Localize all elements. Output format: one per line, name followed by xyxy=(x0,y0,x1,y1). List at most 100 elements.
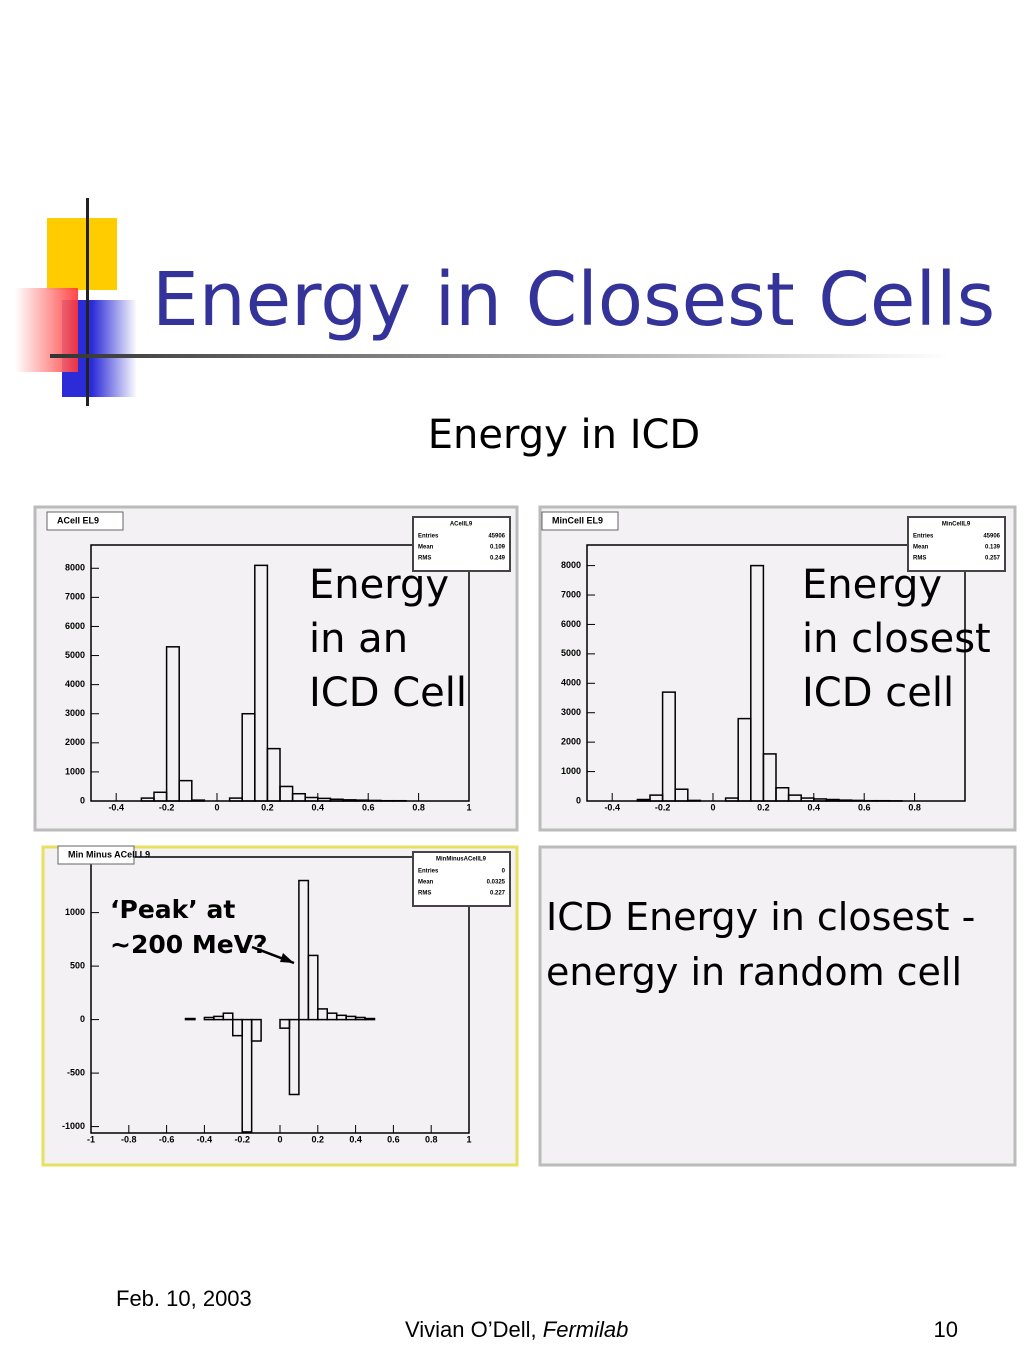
y-tick-label: 0 xyxy=(80,795,85,805)
annotation: ICD cell xyxy=(802,670,954,716)
x-tick-label: 0 xyxy=(214,802,219,812)
bar xyxy=(750,564,765,802)
x-tick-label: -0.6 xyxy=(159,1134,175,1144)
x-tick-label: 0.8 xyxy=(908,802,921,812)
bar xyxy=(307,954,319,1021)
title-rule xyxy=(50,354,950,358)
x-tick-label: -0.8 xyxy=(121,1134,137,1144)
bar xyxy=(191,799,206,802)
stats-name: MinCellL9 xyxy=(942,522,971,528)
annotation: ICD Cell xyxy=(309,670,467,716)
stats-label: Entries xyxy=(418,869,439,875)
x-tick-label: 0.8 xyxy=(412,802,425,812)
x-tick-label: 0.6 xyxy=(387,1134,400,1144)
x-tick-label: 0.4 xyxy=(808,802,821,812)
y-tick-label: -500 xyxy=(67,1067,85,1077)
y-tick-label: -1000 xyxy=(62,1121,85,1131)
x-tick-label: 0 xyxy=(277,1134,282,1144)
stats-value: 0.257 xyxy=(985,556,1001,562)
y-tick-label: 7000 xyxy=(65,592,85,602)
stats-value: 0.139 xyxy=(985,545,1001,551)
bar xyxy=(354,799,369,802)
title-box xyxy=(57,845,135,865)
slide-title: Energy in Closest Cells xyxy=(152,257,995,343)
bar xyxy=(222,1012,234,1021)
y-tick-label: 0 xyxy=(576,795,581,805)
bar xyxy=(250,1018,262,1042)
stats-label: RMS xyxy=(418,556,431,562)
y-tick-label: 0 xyxy=(80,1014,85,1024)
stats-box xyxy=(412,516,511,572)
bar xyxy=(367,799,382,802)
y-tick-label: 2000 xyxy=(65,737,85,747)
stats-label: Entries xyxy=(913,534,934,540)
y-tick-label: 8000 xyxy=(65,563,85,573)
bar xyxy=(342,799,357,802)
y-tick-label: 2000 xyxy=(561,737,581,747)
x-tick-label: 0.2 xyxy=(261,802,274,812)
bar xyxy=(838,799,853,802)
annotation: in closest xyxy=(802,616,991,662)
x-tick-label: 0.4 xyxy=(349,1134,362,1144)
stats-value: 0.109 xyxy=(490,545,506,551)
stats-label: Mean xyxy=(418,880,434,886)
organization: Fermilab xyxy=(543,1317,629,1342)
x-tick-label: 0.2 xyxy=(757,802,770,812)
logo-square xyxy=(15,288,78,372)
bar xyxy=(364,1017,376,1021)
x-tick-label: -0.4 xyxy=(604,802,620,812)
x-tick-label: 0.6 xyxy=(858,802,871,812)
panel-text: energy in random cell xyxy=(546,950,962,994)
y-tick-label: 8000 xyxy=(561,560,581,570)
bar xyxy=(266,747,281,802)
bar xyxy=(241,1018,253,1133)
bar xyxy=(298,879,310,1021)
page-number: 10 xyxy=(934,1317,958,1342)
y-tick-label: 6000 xyxy=(561,619,581,629)
stats-label: RMS xyxy=(913,556,926,562)
x-tick-label: -0.4 xyxy=(197,1134,213,1144)
bar xyxy=(687,799,702,802)
chart-title: MinCell EL9 xyxy=(552,515,603,525)
x-tick-label: -0.2 xyxy=(159,802,175,812)
stats-label: Mean xyxy=(913,545,929,551)
subtitle: Energy in ICD xyxy=(428,412,700,458)
annotation: Energy xyxy=(309,562,449,608)
stats-value: 45906 xyxy=(983,534,1000,540)
arrow-head xyxy=(280,953,294,963)
x-tick-label: 1 xyxy=(466,1134,471,1144)
y-tick-label: 1000 xyxy=(65,907,85,917)
bar xyxy=(636,798,651,802)
footer-author: Vivian O’Dell, Fermilab xyxy=(405,1317,628,1342)
stats-label: Entries xyxy=(418,534,439,540)
panel-text: ICD Energy in closest - xyxy=(546,895,975,939)
bar xyxy=(254,564,269,802)
x-tick-label: 0.2 xyxy=(312,1134,325,1144)
bar xyxy=(850,799,865,802)
logo-square xyxy=(47,218,117,290)
stats-value: 0.0325 xyxy=(487,880,506,886)
annotation: Energy xyxy=(802,562,942,608)
y-tick-label: 1000 xyxy=(561,766,581,776)
stats-value: 0 xyxy=(502,869,506,875)
x-tick-label: 0.4 xyxy=(312,802,325,812)
stats-name: ACellL9 xyxy=(450,522,473,528)
stats-label: RMS xyxy=(418,891,431,897)
annotation: in an xyxy=(309,616,408,662)
y-tick-label: 7000 xyxy=(561,589,581,599)
logo-line xyxy=(86,198,89,406)
x-tick-label: 1 xyxy=(466,802,471,812)
annotation: ~200 MeV? xyxy=(110,930,268,959)
y-tick-label: 1000 xyxy=(65,766,85,776)
bar xyxy=(184,1017,196,1021)
bar xyxy=(165,646,180,802)
stats-value: 45906 xyxy=(488,534,505,540)
stats-box xyxy=(907,516,1006,572)
author: Vivian O’Dell, xyxy=(405,1317,543,1342)
y-tick-label: 4000 xyxy=(561,678,581,688)
bar xyxy=(762,753,777,802)
stats-value: 0.227 xyxy=(490,891,506,897)
y-tick-label: 3000 xyxy=(561,707,581,717)
title-box xyxy=(541,511,619,531)
